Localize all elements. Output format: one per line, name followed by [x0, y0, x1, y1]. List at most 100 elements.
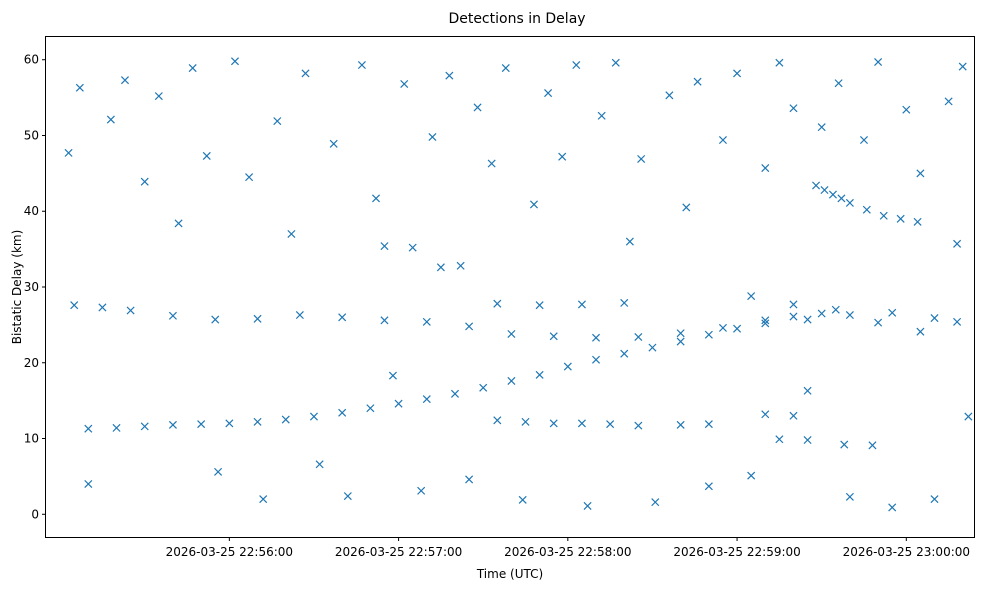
- data-point: [944, 97, 953, 106]
- data-point: [535, 301, 544, 310]
- data-point: [400, 79, 409, 88]
- data-point: [273, 117, 282, 126]
- data-point: [862, 205, 871, 214]
- data-point: [896, 214, 905, 223]
- x-tick-label: 2026-03-25 22:59:00: [673, 545, 800, 559]
- chart-title: Detections in Delay: [448, 11, 585, 27]
- data-point: [747, 292, 756, 301]
- data-point: [888, 503, 897, 512]
- data-point: [295, 311, 304, 320]
- data-point: [126, 306, 135, 315]
- data-point: [789, 312, 798, 321]
- data-point: [456, 261, 465, 270]
- data-point: [450, 389, 460, 398]
- y-tick-label: 20: [24, 356, 39, 370]
- data-point: [637, 154, 646, 163]
- data-point: [761, 319, 770, 328]
- data-point: [837, 194, 846, 203]
- y-axis-label: Bistatic Delay (km): [10, 230, 24, 345]
- data-point: [507, 329, 516, 338]
- data-point: [682, 203, 691, 212]
- plot-frame: [45, 36, 975, 538]
- data-point: [343, 492, 352, 501]
- data-point: [611, 58, 620, 67]
- data-point: [479, 383, 488, 392]
- data-point: [214, 467, 223, 476]
- data-point: [845, 492, 854, 501]
- data-point: [549, 332, 558, 341]
- data-point: [436, 263, 445, 272]
- data-point: [577, 419, 586, 428]
- x-tick-label: 2026-03-25 22:57:00: [335, 545, 462, 559]
- data-point: [371, 194, 381, 203]
- data-point: [253, 417, 262, 426]
- data-point: [953, 239, 962, 248]
- data-point: [676, 329, 685, 338]
- data-point: [64, 148, 73, 157]
- data-point: [803, 386, 812, 395]
- data-point: [259, 495, 268, 504]
- data-point: [930, 314, 939, 323]
- data-point: [845, 198, 854, 207]
- data-point: [665, 91, 674, 100]
- data-point: [140, 177, 149, 186]
- data-point: [253, 314, 262, 323]
- y-axis-ticks: 0 10 20 30 40 50 60: [24, 53, 46, 521]
- x-tick-label: 2026-03-25 22:56:00: [166, 545, 293, 559]
- y-tick-label: 60: [24, 53, 39, 67]
- data-point: [315, 460, 324, 469]
- data-point: [953, 317, 962, 326]
- data-point: [168, 420, 177, 429]
- data-point: [75, 83, 84, 92]
- data-point: [422, 317, 431, 326]
- data-point: [676, 420, 685, 429]
- data-point: [287, 229, 296, 238]
- data-marks: [64, 57, 973, 512]
- data-point: [168, 311, 177, 320]
- data-point: [70, 301, 79, 310]
- data-point: [225, 419, 234, 428]
- data-point: [859, 136, 869, 145]
- data-point: [572, 61, 581, 70]
- data-point: [301, 69, 310, 78]
- data-point: [761, 410, 770, 419]
- data-point: [902, 105, 911, 114]
- data-point: [366, 404, 375, 413]
- data-point: [549, 419, 558, 428]
- data-point: [507, 376, 516, 385]
- data-point: [493, 416, 502, 425]
- data-point: [465, 322, 474, 331]
- data-point: [958, 62, 967, 71]
- data-point: [747, 471, 756, 480]
- data-point: [817, 123, 826, 132]
- data-point: [394, 399, 403, 408]
- data-point: [812, 181, 821, 190]
- data-point: [487, 159, 496, 168]
- data-point: [834, 79, 843, 88]
- data-point: [840, 440, 849, 449]
- data-point: [704, 482, 713, 491]
- data-point: [634, 421, 643, 430]
- data-point: [592, 355, 601, 364]
- data-point: [733, 69, 742, 78]
- data-point: [84, 479, 93, 488]
- data-point: [831, 305, 840, 314]
- data-point: [592, 333, 601, 342]
- data-point: [648, 343, 657, 352]
- data-point: [634, 332, 643, 342]
- data-point: [888, 308, 897, 317]
- data-point: [733, 324, 742, 333]
- data-point: [417, 486, 426, 495]
- data-point: [916, 327, 925, 336]
- data-point: [521, 417, 530, 426]
- data-point: [597, 111, 606, 120]
- data-point: [357, 61, 366, 70]
- data-point: [651, 498, 660, 507]
- data-point: [828, 190, 837, 199]
- data-point: [775, 58, 784, 67]
- data-point: [558, 152, 567, 161]
- data-point: [789, 300, 798, 309]
- data-point: [704, 420, 713, 429]
- data-point: [718, 323, 727, 332]
